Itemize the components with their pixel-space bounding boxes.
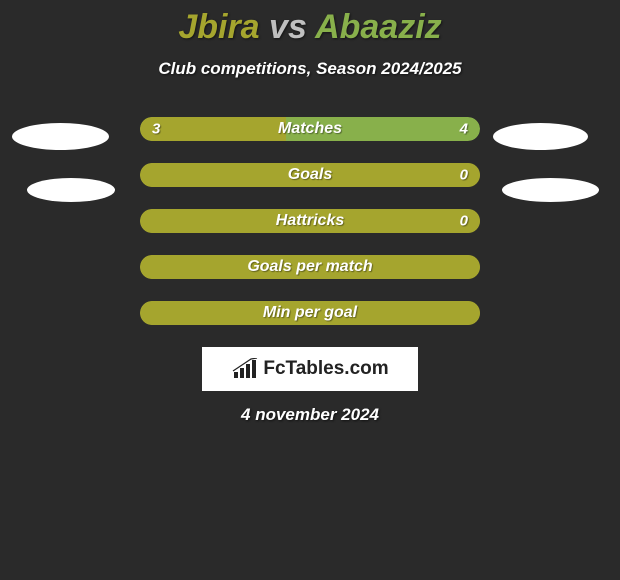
ellipse-0 xyxy=(12,123,109,150)
brand-box: FcTables.com xyxy=(202,347,418,391)
stat-row-min-per-goal: Min per goal xyxy=(140,301,480,325)
stat-value-right: 0 xyxy=(460,167,468,184)
player2-name: Abaaziz xyxy=(315,8,442,46)
stat-row-matches: 3 4 Matches xyxy=(140,117,480,141)
stat-label: Goals xyxy=(288,166,332,184)
subtitle: Club competitions, Season 2024/2025 xyxy=(0,59,620,79)
stat-value-left: 3 xyxy=(152,121,160,138)
vs-text: vs xyxy=(269,8,307,46)
stat-label: Goals per match xyxy=(247,258,372,276)
date-text: 4 november 2024 xyxy=(0,405,620,425)
brand-text: FcTables.com xyxy=(263,358,388,380)
stat-label: Hattricks xyxy=(276,212,344,230)
stat-fill-left xyxy=(140,117,286,141)
stat-label: Matches xyxy=(278,120,342,138)
player1-name: Jbira xyxy=(178,8,259,46)
stat-label: Min per goal xyxy=(263,304,357,322)
ellipse-3 xyxy=(502,178,599,202)
stat-value-right: 0 xyxy=(460,213,468,230)
stats-container: 3 4 Matches 0 Goals 0 Hattricks Goals per match… xyxy=(140,117,480,325)
stat-row-goals: 0 Goals xyxy=(140,163,480,187)
ellipse-1 xyxy=(493,123,588,150)
page-title: Jbira vs Abaaziz xyxy=(0,0,620,47)
brand-chart-icon xyxy=(231,358,259,380)
stat-row-goals-per-match: Goals per match xyxy=(140,255,480,279)
stat-value-right: 4 xyxy=(460,121,468,138)
stat-row-hattricks: 0 Hattricks xyxy=(140,209,480,233)
ellipse-2 xyxy=(27,178,115,202)
